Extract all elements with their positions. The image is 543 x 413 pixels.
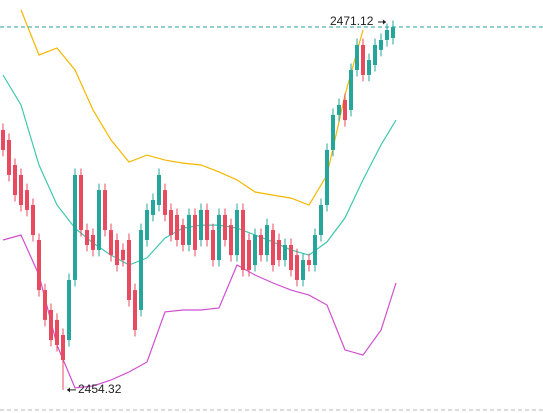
candle-body xyxy=(19,174,23,205)
candle-body xyxy=(139,230,143,310)
candle-body xyxy=(79,174,83,231)
candle-body xyxy=(145,209,149,240)
candle-body xyxy=(61,335,65,361)
candle-body xyxy=(289,244,293,271)
candle-body xyxy=(85,230,89,245)
candle-body xyxy=(133,290,137,331)
candle-body xyxy=(7,139,11,175)
candle-body xyxy=(205,209,209,240)
candle-body xyxy=(175,214,179,240)
candle-body xyxy=(277,239,281,261)
candle-body xyxy=(385,30,389,40)
candle-body xyxy=(271,230,275,266)
candle-body xyxy=(115,239,119,266)
label-arrow-head xyxy=(67,387,70,393)
candle-body xyxy=(235,209,239,256)
candle-body xyxy=(241,209,245,271)
candle-body xyxy=(73,174,77,280)
candle-body xyxy=(55,319,59,345)
low-price-label: 2454.32 xyxy=(78,382,122,396)
candle-body xyxy=(331,114,335,150)
candle-body xyxy=(199,209,203,240)
candle-body xyxy=(13,165,17,196)
candle-body xyxy=(367,60,371,75)
candle-body xyxy=(355,44,359,70)
candle-body xyxy=(265,225,269,256)
candle-body xyxy=(91,235,95,250)
candle-body xyxy=(211,230,215,261)
candle-body xyxy=(97,190,101,250)
band-line xyxy=(20,9,364,206)
candle-body xyxy=(67,279,71,340)
candle-body xyxy=(121,249,125,261)
candle-body xyxy=(127,239,131,301)
candle-body xyxy=(325,149,329,205)
candle-body xyxy=(181,225,185,245)
candle-body xyxy=(295,255,299,280)
candle-body xyxy=(247,239,251,271)
candle-body xyxy=(283,244,287,261)
candle-body xyxy=(151,200,155,215)
candle-body xyxy=(169,209,173,236)
candle-body xyxy=(43,290,47,320)
label-arrow-head xyxy=(383,19,386,25)
candle-body xyxy=(343,100,347,121)
candle-body xyxy=(37,239,41,291)
candle-body xyxy=(349,69,353,110)
candle-body xyxy=(157,174,161,205)
candle-body xyxy=(109,230,113,256)
candle-body xyxy=(163,190,167,215)
candle-body xyxy=(373,44,377,66)
candle-body xyxy=(223,214,227,240)
candle-body xyxy=(379,39,383,50)
band-line xyxy=(2,234,397,389)
candle-body xyxy=(103,190,107,231)
candle-body xyxy=(337,104,341,115)
candle-body xyxy=(361,44,365,75)
candle-body xyxy=(259,235,263,256)
candle-body xyxy=(313,235,317,266)
candle-body xyxy=(391,27,395,39)
last-price-label: 2471.12 xyxy=(330,14,374,28)
candle-body xyxy=(187,214,191,245)
candle-body xyxy=(193,214,197,250)
candle-body xyxy=(253,235,257,266)
candle-body xyxy=(1,130,5,150)
candle-body xyxy=(49,309,53,340)
candle-body xyxy=(319,204,323,236)
candle-body xyxy=(217,214,221,261)
candle-body xyxy=(307,260,311,266)
candle-body xyxy=(31,204,35,236)
candle-body xyxy=(301,260,305,280)
candle-body xyxy=(229,225,233,256)
candle-body xyxy=(25,190,29,210)
